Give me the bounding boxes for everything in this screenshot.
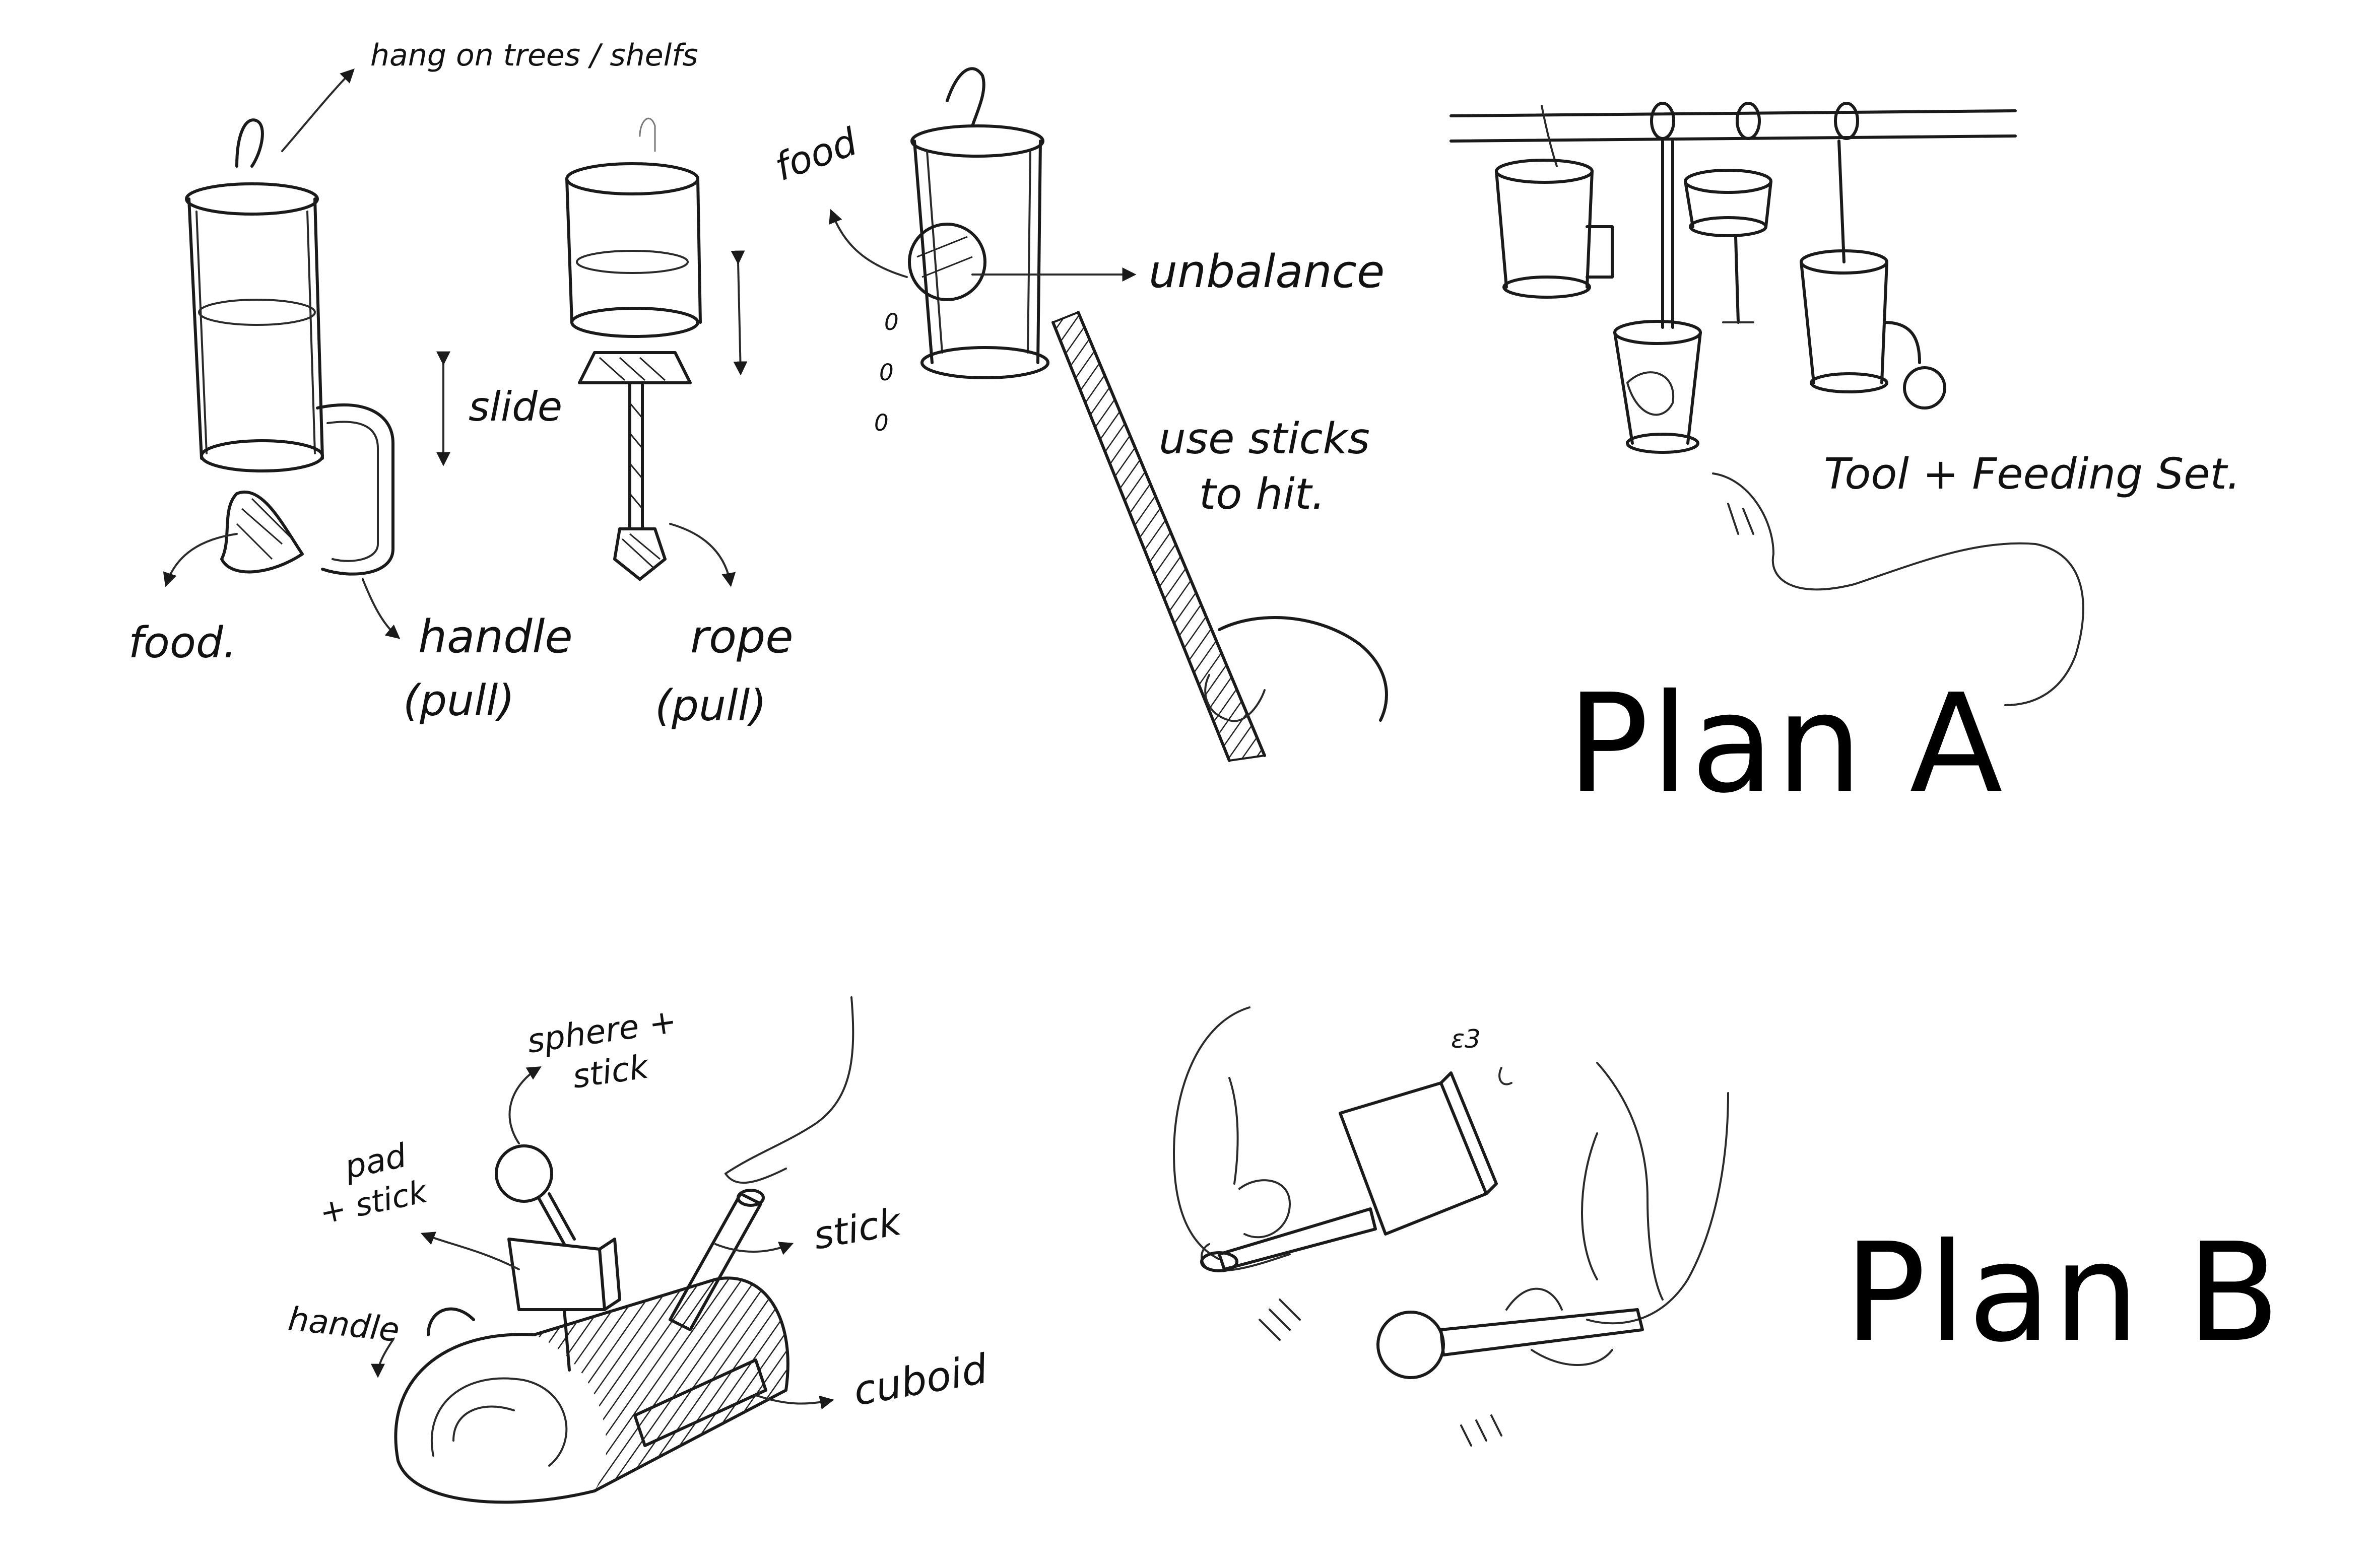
label-hang: hang on trees / shelfs [370, 38, 698, 73]
label-pad-stick: + stick [316, 1173, 431, 1232]
hang-arrow [281, 69, 355, 152]
label-handle-b: handle [286, 1300, 401, 1349]
rope-slide-arrow [731, 250, 748, 376]
pad-arrow [420, 1232, 520, 1270]
motion-mark-b: ε3 [1451, 1025, 1481, 1054]
handle-b-arrow [371, 1339, 394, 1378]
plan-a-title: Plan A [1567, 664, 2005, 823]
motion-mark-1: 0 [884, 309, 899, 335]
label-rope: rope [690, 610, 794, 663]
stick-arrow [714, 1242, 794, 1255]
tool-use-drawing: ε3 [1173, 1006, 1729, 1447]
log-toy-drawing [394, 996, 854, 1504]
feeder-unbalance-drawing [908, 67, 1388, 762]
label-sphere: sphere + [525, 1002, 679, 1061]
label-tool-set: Tool + Feeding Set. [1824, 449, 2241, 499]
label-use-sticks: use sticks [1159, 414, 1370, 464]
label-handle: handle [418, 610, 573, 663]
handle-arrow [362, 578, 401, 639]
label-rope-pull: (pull) [655, 681, 766, 731]
plan-b-title: Plan B [1844, 1213, 2282, 1372]
label-handle-pull: (pull) [403, 676, 514, 726]
tool-feeding-set-drawing [1449, 102, 2084, 706]
cuboid-arrow [755, 1394, 834, 1410]
label-to-hit: to hit. [1199, 469, 1325, 519]
motion-mark-3: 0 [874, 410, 889, 436]
feeder-handle-drawing [185, 118, 394, 576]
plan-a-section: hang on trees / shelfs slide food. handl… [128, 38, 2241, 823]
label-unbalance: unbalance [1149, 245, 1385, 298]
label-stick: stick [810, 1199, 905, 1258]
food-top-arrow [829, 209, 908, 278]
label-sphere-stick: stick [570, 1048, 652, 1096]
label-cuboid: cuboid [850, 1345, 992, 1414]
label-slide: slide [469, 383, 562, 430]
plan-b-section: sphere + stick pad + stick stick handle … [286, 996, 2282, 1504]
label-food-top: food [769, 119, 863, 190]
feeder-rope-drawing [565, 117, 702, 581]
rope-arrow [669, 523, 736, 587]
label-food-left: food. [128, 618, 237, 668]
food-arrow [163, 533, 238, 587]
sphere-arrow [508, 1066, 542, 1144]
motion-mark-2: 0 [879, 359, 894, 386]
